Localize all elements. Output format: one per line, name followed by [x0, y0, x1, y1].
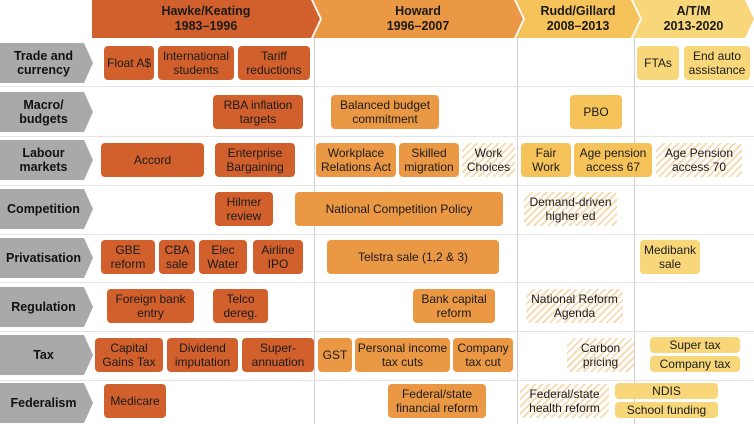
- row-label-federalism: Federalism: [0, 383, 93, 423]
- policy-fair-work: Fair Work: [521, 143, 571, 177]
- policy-company-tax-cut: Company tax cut: [453, 338, 513, 372]
- era-name: Hawke/Keating: [161, 4, 251, 18]
- row-label-labour-markets: Labour markets: [0, 140, 93, 180]
- policy-cba-sale: CBA sale: [159, 240, 195, 274]
- policy-national-reform-agenda: National Reform Agenda: [526, 289, 623, 323]
- era-header-hawke-keating: Hawke/Keating 1983–1996: [92, 0, 320, 38]
- policy-age-pension-67: Age pension access 67: [574, 143, 652, 177]
- row-divider: [0, 234, 754, 235]
- era-header-rudd-gillard: Rudd/Gillard 2008–2013: [516, 0, 640, 38]
- row-label-regulation: Regulation: [0, 287, 93, 327]
- era-divider: [517, 38, 518, 424]
- policy-telstra-sale: Telstra sale (1,2 & 3): [327, 240, 499, 274]
- row-label-privatisation: Privatisation: [0, 238, 93, 278]
- policy-capital-gains-tax: Capital Gains Tax: [95, 338, 163, 372]
- policy-workplace-relations-act: Workplace Relations Act: [316, 143, 396, 177]
- era-years: 1983–1996: [174, 19, 238, 33]
- policy-telco-dereg: Telco dereg.: [213, 289, 268, 323]
- era-name: Rudd/Gillard: [540, 4, 616, 18]
- policy-bank-capital-reform: Bank capital reform: [413, 289, 495, 323]
- policy-float-aud: Float A$: [104, 46, 154, 80]
- policy-age-pension-70: Age Pension access 70: [656, 143, 742, 177]
- policy-end-auto-assistance: End auto assistance: [684, 46, 750, 80]
- policy-gbe-reform: GBE reform: [101, 240, 155, 274]
- policy-pbo: PBO: [570, 95, 622, 129]
- era-divider: [634, 38, 635, 424]
- row-divider: [0, 185, 754, 186]
- policy-personal-income-tax-cuts: Personal income tax cuts: [355, 338, 450, 372]
- policy-foreign-bank-entry: Foreign bank entry: [107, 289, 194, 323]
- policy-national-competition-policy: National Competition Policy: [295, 192, 503, 226]
- policy-super-tax: Super tax: [650, 337, 740, 353]
- row-divider: [0, 136, 754, 137]
- era-years: 1996–2007: [386, 19, 450, 33]
- row-label-macro-budgets: Macro/ budgets: [0, 92, 93, 132]
- policy-skilled-migration: Skilled migration: [399, 143, 459, 177]
- policy-elec-water: Elec Water: [199, 240, 247, 274]
- policy-medibank-sale: Medibank sale: [640, 240, 700, 274]
- row-divider: [0, 86, 754, 87]
- policy-dividend-imputation: Dividend imputation: [167, 338, 238, 372]
- era-header-howard: Howard 1996–2007: [313, 0, 523, 38]
- policy-carbon-pricing: Carbon pricing: [567, 338, 634, 372]
- policy-enterprise-bargaining: Enterprise Bargaining: [215, 143, 295, 177]
- policy-school-funding: School funding: [615, 402, 718, 418]
- era-years: 2008–2013: [546, 19, 610, 33]
- row-divider: [0, 282, 754, 283]
- policy-gst: GST: [318, 338, 352, 372]
- policy-federal-state-financial-reform: Federal/state financial reform: [388, 384, 486, 418]
- row-divider: [0, 331, 754, 332]
- row-label-competition: Competition: [0, 189, 93, 229]
- policy-company-tax: Company tax: [650, 356, 740, 372]
- policy-rba-inflation-targets: RBA inflation targets: [213, 95, 303, 129]
- policy-hilmer-review: Hilmer review: [215, 192, 273, 226]
- policy-federal-state-health-reform: Federal/state health reform: [520, 384, 609, 418]
- era-name: Howard: [395, 4, 441, 18]
- policy-accord: Accord: [101, 143, 204, 177]
- policy-superannuation: Super-annuation: [242, 338, 314, 372]
- policy-ftas: FTAs: [637, 46, 679, 80]
- era-header-atm: A/T/M 2013-2020: [633, 0, 754, 38]
- policy-demand-driven-higher-ed: Demand-driven higher ed: [524, 192, 617, 226]
- row-label-tax: Tax: [0, 335, 93, 375]
- era-divider: [314, 38, 315, 424]
- era-name: A/T/M: [676, 4, 711, 18]
- policy-tariff-reductions: Tariff reductions: [238, 46, 310, 80]
- policy-work-choices: Work Choices: [462, 143, 515, 177]
- policy-ndis: NDIS: [615, 383, 718, 399]
- policy-balanced-budget-commitment: Balanced budget commitment: [331, 95, 439, 129]
- row-label-trade-currency: Trade and currency: [0, 43, 93, 83]
- era-years: 2013-2020: [663, 19, 724, 33]
- policy-medicare: Medicare: [104, 384, 166, 418]
- row-divider: [0, 380, 754, 381]
- policy-airline-ipo: Airline IPO: [253, 240, 303, 274]
- policy-international-students: International students: [158, 46, 234, 80]
